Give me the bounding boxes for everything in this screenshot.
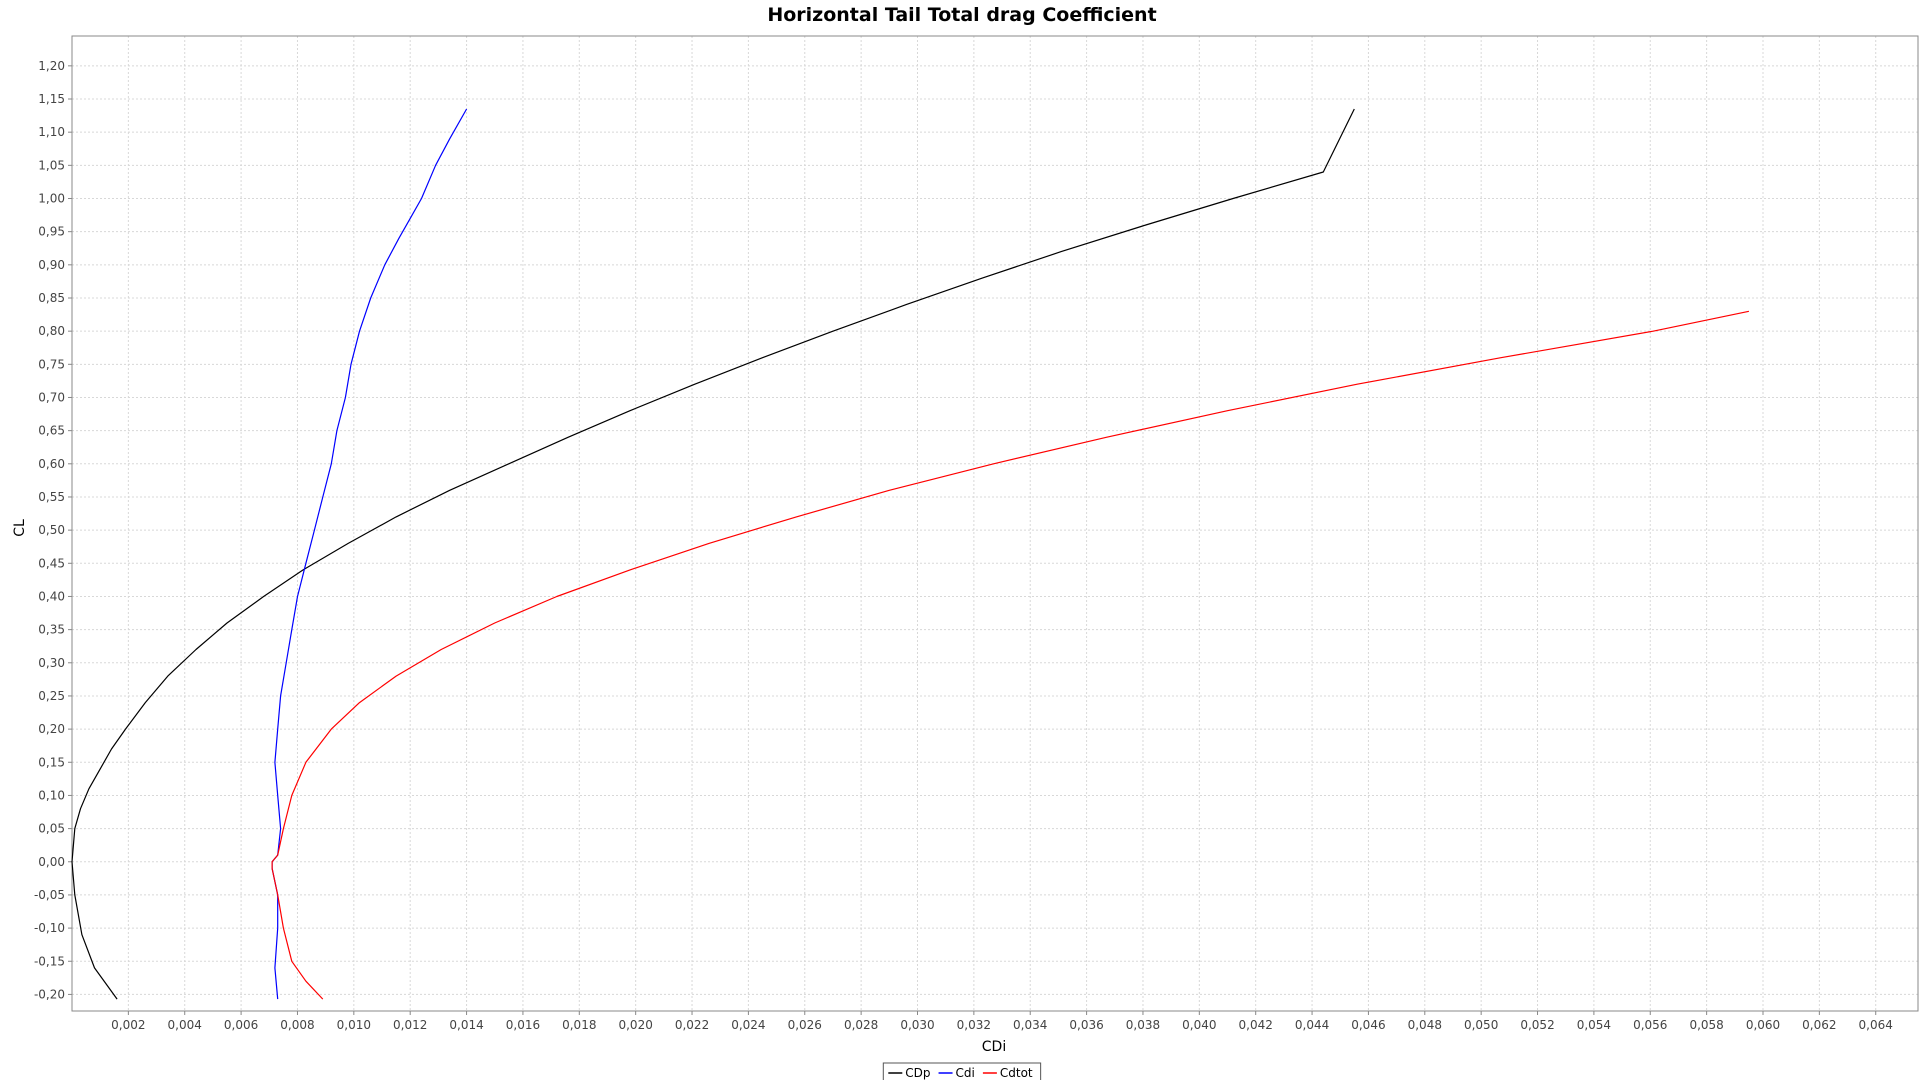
y-axis-ticks: -0,20 -0,15 -0,10 -0,05 0,00 0,05 0,10 0,15 0,20… [34, 59, 72, 1001]
y-tick-label: 1,05 [38, 158, 65, 172]
x-tick-label: 0,042 [1239, 1018, 1273, 1032]
x-tick-label: 0,064 [1859, 1018, 1893, 1032]
x-tick-label: 0,040 [1182, 1018, 1216, 1032]
x-tick-label: 0,038 [1126, 1018, 1160, 1032]
legend-label-cdp: CDp [905, 1066, 930, 1080]
y-tick-label: 1,20 [38, 59, 65, 73]
y-tick-label: 1,00 [38, 192, 65, 206]
x-tick-label: 0,030 [900, 1018, 934, 1032]
y-tick-label: -0,05 [34, 888, 65, 902]
y-tick-label: 0,30 [38, 656, 65, 670]
x-tick-label: 0,012 [393, 1018, 427, 1032]
x-tick-label: 0,052 [1520, 1018, 1554, 1032]
x-tick-label: 0,016 [506, 1018, 540, 1032]
series-line-cdp [71, 108, 1355, 1000]
legend-label-cdi: Cdi [956, 1066, 975, 1080]
x-tick-label: 0,022 [675, 1018, 709, 1032]
y-tick-label: 0,80 [38, 324, 65, 338]
y-tick-label: 1,10 [38, 125, 65, 139]
x-tick-label: 0,006 [224, 1018, 258, 1032]
x-tick-label: 0,028 [844, 1018, 878, 1032]
y-tick-label: 0,20 [38, 722, 65, 736]
series-lines [71, 108, 1750, 1000]
legend-box [882, 1062, 1042, 1080]
y-tick-label: 0,75 [38, 357, 65, 371]
plot-area [71, 35, 1919, 1012]
y-tick-label: 0,90 [38, 258, 65, 272]
y-tick-label: 0,00 [38, 855, 65, 869]
y-tick-label: 0,25 [38, 689, 65, 703]
x-tick-label: 0,004 [168, 1018, 202, 1032]
x-tick-label: 0,024 [731, 1018, 765, 1032]
x-tick-label: 0,056 [1633, 1018, 1667, 1032]
y-tick-label: 0,45 [38, 556, 65, 570]
x-tick-label: 0,044 [1295, 1018, 1329, 1032]
x-tick-label: 0,050 [1464, 1018, 1498, 1032]
y-tick-label: 0,55 [38, 490, 65, 504]
series-line-cdi [271, 108, 468, 1000]
x-tick-label: 0,014 [449, 1018, 483, 1032]
x-tick-label: 0,060 [1746, 1018, 1780, 1032]
x-tick-label: 0,036 [1069, 1018, 1103, 1032]
y-tick-label: 0,85 [38, 291, 65, 305]
series-line-cdtot [271, 310, 1750, 1000]
x-tick-label: 0,008 [280, 1018, 314, 1032]
x-axis-ticks: 0,002 0,004 0,006 0,008 0,010 0,012 0,014 0,016… [111, 1011, 1893, 1032]
y-tick-label: -0,10 [34, 921, 65, 935]
y-tick-label: 0,65 [38, 424, 65, 438]
y-tick-label: -0,20 [34, 987, 65, 1001]
x-tick-label: 0,058 [1689, 1018, 1723, 1032]
x-tick-label: 0,018 [562, 1018, 596, 1032]
y-tick-label: 0,70 [38, 390, 65, 404]
y-tick-label: 0,60 [38, 457, 65, 471]
y-tick-label: 0,40 [38, 589, 65, 603]
y-tick-label: 0,50 [38, 523, 65, 537]
x-tick-label: 0,032 [957, 1018, 991, 1032]
x-tick-label: 0,020 [618, 1018, 652, 1032]
y-tick-label: 1,15 [38, 92, 65, 106]
x-tick-label: 0,048 [1408, 1018, 1442, 1032]
x-tick-label: 0,062 [1802, 1018, 1836, 1032]
legend-label-cdtot: Cdtot [1000, 1066, 1033, 1080]
y-tick-label: 0,10 [38, 788, 65, 802]
y-tick-label: 0,35 [38, 623, 65, 637]
y-tick-label: 0,95 [38, 225, 65, 239]
x-tick-label: 0,010 [337, 1018, 371, 1032]
y-tick-label: -0,15 [34, 954, 65, 968]
y-tick-label: 0,05 [38, 822, 65, 836]
x-tick-label: 0,046 [1351, 1018, 1385, 1032]
x-tick-label: 0,034 [1013, 1018, 1047, 1032]
chart-title: Horizontal Tail Total drag Coefficient [767, 4, 1156, 26]
x-axis-label: CDi [982, 1039, 1006, 1055]
x-tick-label: 0,054 [1577, 1018, 1611, 1032]
y-axis-label: CL [12, 519, 28, 537]
grid [72, 36, 1918, 1011]
legend: CDp Cdi Cdtot [882, 1062, 1042, 1080]
x-tick-label: 0,026 [788, 1018, 822, 1032]
x-tick-label: 0,002 [111, 1018, 145, 1032]
y-tick-label: 0,15 [38, 755, 65, 769]
